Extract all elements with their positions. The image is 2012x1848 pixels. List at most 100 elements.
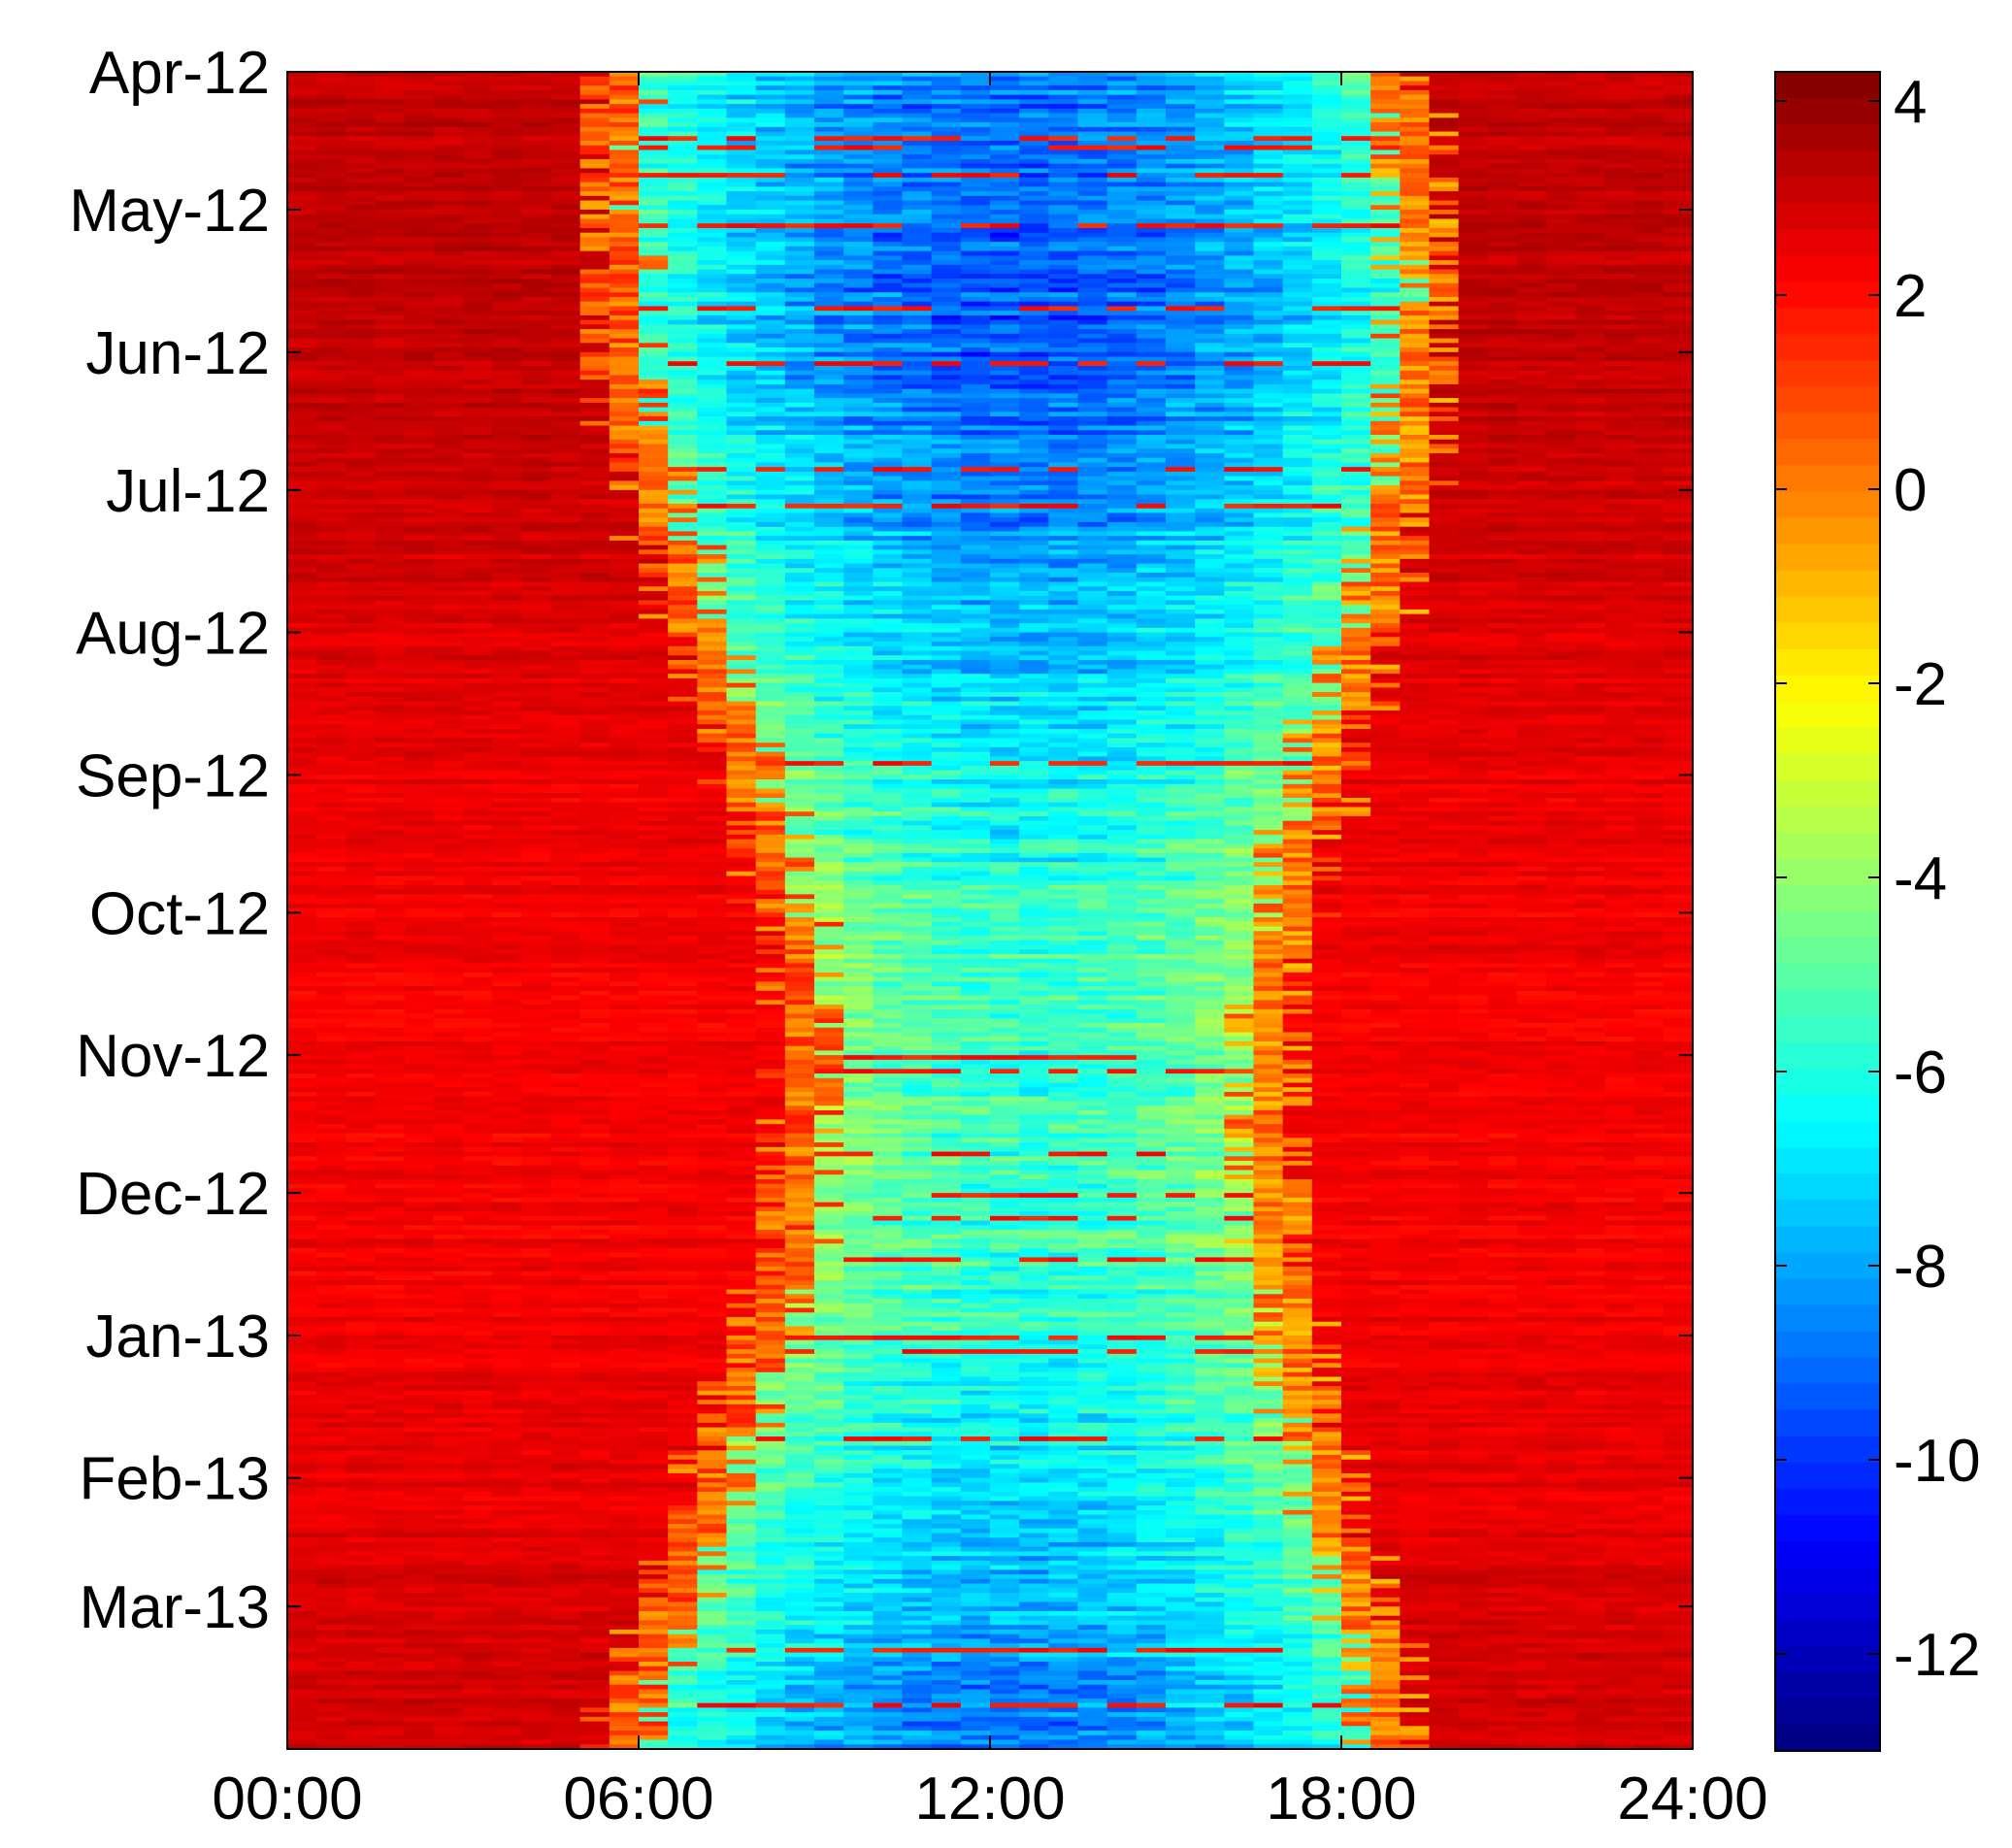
- heatmap-cell: [902, 163, 933, 170]
- heatmap-cell: [668, 329, 698, 335]
- heatmap-cell: [639, 104, 669, 110]
- heatmap-cell: [1604, 471, 1635, 478]
- heatmap-cell: [1604, 347, 1635, 353]
- heatmap-cell: [668, 452, 698, 459]
- heatmap-cell: [346, 435, 377, 441]
- heatmap-cell: [375, 99, 406, 105]
- heatmap-cell: [902, 232, 933, 239]
- heatmap-cell: [1253, 512, 1284, 518]
- heatmap-cell: [1166, 182, 1196, 187]
- heatmap-cell: [316, 393, 346, 399]
- heatmap-cell: [463, 499, 493, 505]
- heatmap-cell: [1106, 279, 1138, 284]
- heatmap-cell: [1224, 274, 1255, 280]
- heatmap-cell: [1546, 388, 1576, 394]
- heatmap-cell: [873, 287, 904, 293]
- heatmap-cell: [1136, 237, 1167, 243]
- heatmap-cell: [1224, 425, 1255, 431]
- heatmap-cell: [1458, 476, 1489, 481]
- heatmap-cell: [1575, 306, 1606, 312]
- heatmap-cell: [1019, 149, 1049, 155]
- heatmap-cell: [755, 173, 786, 179]
- heatmap-cell: [1575, 329, 1606, 335]
- heatmap-cell: [1663, 517, 1694, 523]
- heatmap-cell: [1663, 108, 1694, 115]
- heatmap-cell: [609, 89, 640, 96]
- heatmap-cell: [1341, 531, 1371, 537]
- heatmap-cell: [1633, 141, 1665, 147]
- heatmap-cell: [1224, 388, 1255, 394]
- heatmap-cell: [579, 113, 610, 118]
- heatmap-cell: [1136, 306, 1167, 312]
- heatmap-cell: [931, 205, 962, 211]
- heatmap-cell: [375, 227, 406, 234]
- heatmap-cell: [609, 521, 640, 528]
- heatmap-cell: [375, 375, 406, 380]
- heatmap-cell: [1311, 504, 1342, 510]
- heatmap-cell: [1370, 173, 1401, 179]
- heatmap-cell: [697, 485, 728, 491]
- heatmap-cell: [1663, 250, 1694, 256]
- heatmap-cell: [492, 154, 522, 160]
- heatmap-cell: [931, 365, 962, 372]
- heatmap-cell: [1048, 544, 1079, 550]
- heatmap-cell: [1458, 214, 1489, 220]
- heatmap-cell: [960, 177, 991, 183]
- heatmap-cell: [404, 329, 435, 335]
- heatmap-cell: [287, 365, 317, 372]
- heatmap-cell: [1106, 444, 1138, 449]
- heatmap-cell: [404, 393, 435, 399]
- heatmap-cell: [550, 319, 581, 325]
- heatmap-cell: [521, 210, 552, 215]
- heatmap-cell: [287, 250, 317, 256]
- heatmap-cell: [697, 494, 728, 500]
- heatmap-cell: [873, 444, 904, 449]
- heatmap-cell: [404, 173, 435, 179]
- heatmap-cell: [1019, 191, 1049, 197]
- heatmap-cell: [1341, 279, 1371, 284]
- heatmap-cell: [843, 186, 874, 192]
- heatmap-cell: [726, 104, 757, 110]
- heatmap-cell: [287, 136, 317, 142]
- heatmap-cell: [550, 269, 581, 275]
- heatmap-cell: [784, 195, 815, 202]
- heatmap-cell: [1633, 255, 1665, 261]
- heatmap-cell: [492, 182, 522, 187]
- heatmap-cell: [960, 388, 991, 394]
- heatmap-cell: [960, 296, 991, 303]
- heatmap-cell: [668, 223, 698, 229]
- heatmap-cell: [1400, 99, 1431, 105]
- heatmap-cell: [463, 471, 493, 478]
- heatmap-cell: [814, 269, 844, 275]
- heatmap-cell: [1166, 531, 1196, 537]
- heatmap-cell: [902, 182, 933, 187]
- heatmap-cell: [579, 163, 610, 170]
- heatmap-cell: [1048, 383, 1079, 390]
- heatmap-cell: [726, 232, 757, 239]
- heatmap-cell: [1517, 274, 1547, 280]
- heatmap-cell: [1224, 177, 1255, 183]
- heatmap-cell: [931, 531, 962, 537]
- heatmap-cell: [1282, 76, 1313, 82]
- heatmap-cell: [639, 314, 669, 321]
- heatmap-cell: [1253, 306, 1284, 312]
- heatmap-cell: [1048, 388, 1079, 394]
- heatmap-cell: [1166, 195, 1196, 202]
- heatmap-cell: [1517, 343, 1547, 348]
- heatmap-cell: [1106, 380, 1138, 385]
- heatmap-cell: [579, 536, 610, 542]
- heatmap-cell: [960, 398, 991, 404]
- heatmap-cell: [1429, 508, 1460, 514]
- heatmap-cell: [931, 435, 962, 441]
- heatmap-cell: [1224, 480, 1255, 486]
- heatmap-cell: [726, 210, 757, 215]
- heatmap-cell: [873, 448, 904, 454]
- heatmap-cell: [1633, 380, 1665, 385]
- heatmap-cell: [1077, 141, 1108, 147]
- heatmap-cell: [755, 126, 786, 133]
- heatmap-cell: [375, 191, 406, 197]
- heatmap-cell: [1517, 246, 1547, 252]
- heatmap-cell: [1341, 168, 1371, 174]
- heatmap-cell: [1136, 141, 1167, 147]
- heatmap-cell: [404, 343, 435, 348]
